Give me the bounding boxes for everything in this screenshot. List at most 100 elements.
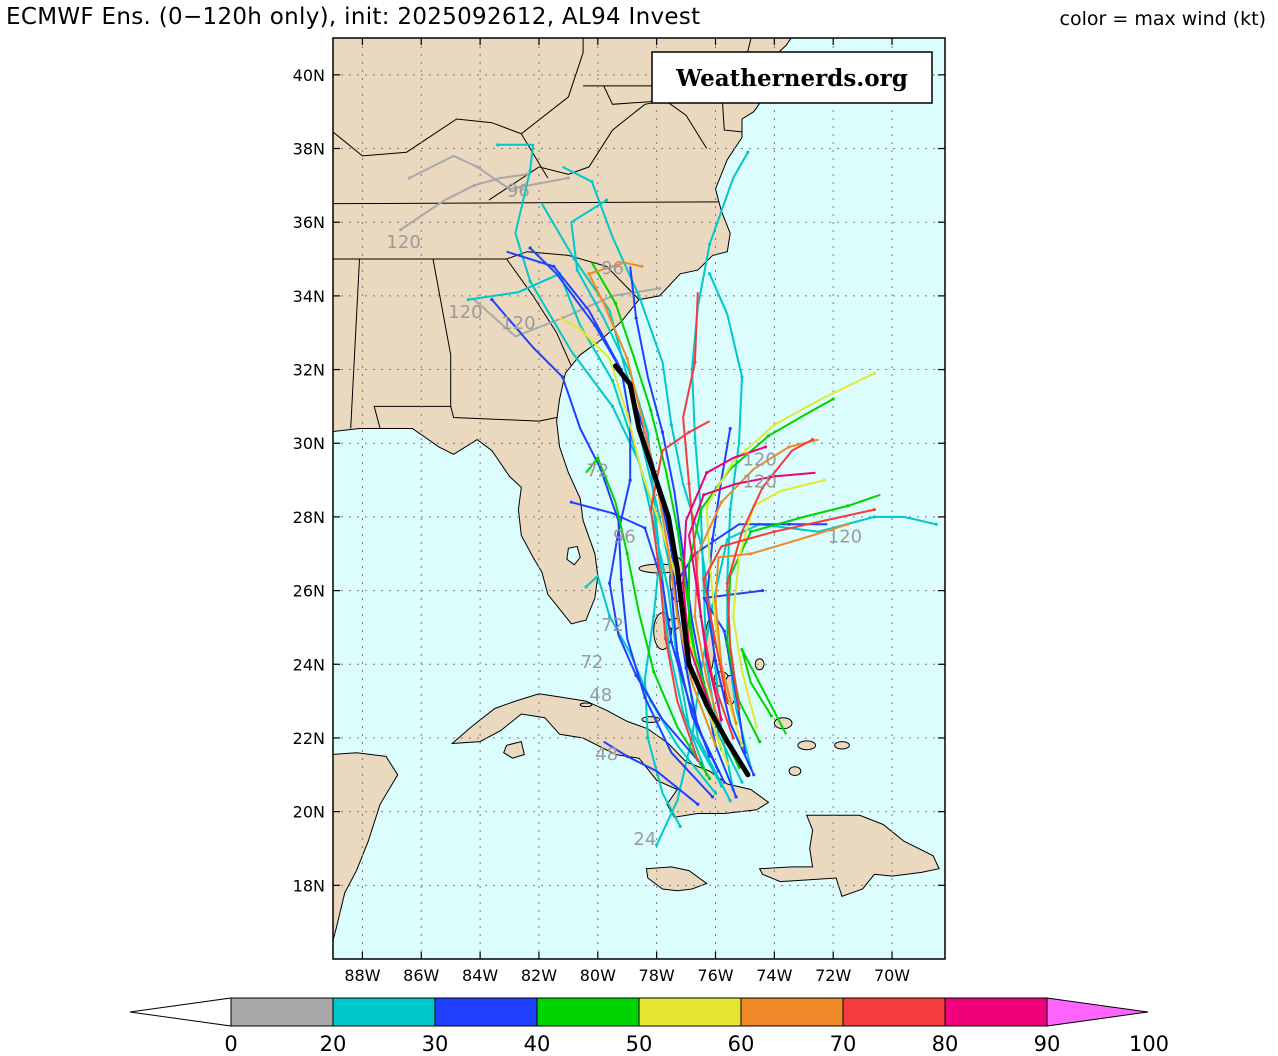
- track-point: [578, 327, 582, 331]
- island: [788, 766, 802, 777]
- track-point: [787, 445, 791, 449]
- island: [579, 702, 593, 708]
- forecast-hour-label: 96: [507, 180, 530, 201]
- colorbar-tick-label: 80: [932, 1032, 959, 1056]
- ensemble-track-34: [649, 420, 711, 761]
- forecast-hour-label: 48: [595, 744, 618, 765]
- colorbar-tick-label: 60: [728, 1032, 755, 1056]
- track-point: [713, 791, 718, 795]
- ensemble-track-31: [693, 438, 819, 742]
- forecast-hour-label: 96: [613, 527, 636, 548]
- state-border-line: [506, 258, 572, 367]
- track-point: [687, 482, 691, 486]
- track-point: [734, 795, 738, 799]
- track-point: [610, 404, 615, 408]
- track-point: [596, 456, 600, 460]
- lon-tick-label: 74W: [756, 966, 792, 985]
- state-border-line: [450, 406, 557, 422]
- hispaniola-landmass: [758, 814, 940, 898]
- island: [834, 741, 850, 750]
- track-point: [552, 264, 556, 269]
- map-axes: 18N 20N 22N 24N 26N 28N 30N 32N 34N 36N 38N 40N 88W 8…: [293, 38, 945, 985]
- track-point: [643, 526, 647, 530]
- track-point: [625, 754, 629, 758]
- track-point: [772, 423, 776, 427]
- track-point: [822, 478, 826, 482]
- track-point: [584, 585, 588, 589]
- track-point: [649, 507, 653, 512]
- ensemble-mean-track: [613, 363, 751, 778]
- lat-tick-label: 30N: [293, 434, 325, 453]
- forecast-hour-label: 120: [828, 527, 862, 548]
- ensemble-track-16: [506, 250, 702, 765]
- track-point: [846, 504, 850, 508]
- ensemble-track-35: [726, 438, 814, 709]
- track-point: [713, 622, 718, 626]
- track-point: [846, 522, 850, 526]
- track-point: [772, 474, 776, 478]
- track-point: [669, 423, 673, 427]
- track-point: [728, 426, 732, 431]
- track-point: [587, 272, 591, 276]
- track-point: [466, 297, 470, 302]
- lon-tick-label: 86W: [403, 966, 439, 985]
- track-point: [407, 176, 412, 180]
- track-point: [734, 721, 738, 725]
- track-point: [760, 589, 765, 593]
- ensemble-track-24: [585, 457, 711, 780]
- track-point: [746, 150, 750, 154]
- state-border-line: [350, 258, 360, 429]
- track-point: [725, 762, 729, 766]
- island: [754, 658, 765, 671]
- colorbar-segment: [638, 997, 742, 1027]
- track-point: [752, 773, 756, 777]
- track-point: [619, 577, 623, 582]
- state-border-line: [520, 38, 584, 135]
- forecast-hour-label: 120: [448, 302, 482, 323]
- lat-tick-label: 26N: [293, 582, 325, 601]
- ensemble-track-9: [585, 574, 717, 794]
- track-point: [657, 515, 662, 519]
- colorbar-tick-label: 30: [422, 1032, 449, 1056]
- track-point: [607, 614, 612, 618]
- track-point: [705, 504, 709, 508]
- colorbar-tick-label: 40: [524, 1032, 551, 1056]
- map-frame: [332, 37, 946, 960]
- track-point: [772, 530, 776, 534]
- colorbar-tick-label: 20: [320, 1032, 347, 1056]
- track-point: [643, 695, 647, 700]
- track-point: [575, 268, 579, 272]
- track-point: [660, 530, 665, 534]
- map-title: ECMWF Ens. (0−120h only), init: 20250926…: [6, 4, 701, 30]
- track-point: [713, 743, 718, 747]
- lat-lon-grid: [333, 38, 945, 959]
- track-point: [872, 515, 876, 519]
- track-point: [610, 379, 615, 383]
- track-point: [725, 699, 729, 703]
- track-point: [737, 765, 741, 770]
- state-borders: [333, 38, 752, 429]
- forecast-hour-label: 24: [633, 829, 656, 850]
- lat-tick-label: 40N: [293, 66, 325, 85]
- track-point: [687, 430, 691, 434]
- forecast-hour-label: 120: [742, 471, 776, 492]
- isle-of-youth-landmass: [503, 740, 525, 759]
- track-point: [728, 507, 732, 512]
- lon-tick-label: 70W: [874, 966, 910, 985]
- colorbar-segment: [740, 997, 844, 1027]
- track-point: [675, 651, 679, 655]
- colorbar-tick-label: 0: [224, 1032, 237, 1056]
- track-point: [731, 614, 735, 618]
- track-point: [740, 780, 744, 784]
- cuba-landmass: [450, 693, 770, 818]
- track-point: [713, 600, 718, 604]
- color-key-label: color = max wind (kt): [1059, 8, 1266, 30]
- track-point: [657, 286, 662, 291]
- track-point: [528, 279, 532, 283]
- track-point: [625, 552, 629, 556]
- track-point: [605, 198, 609, 202]
- colorbar-segment: [944, 997, 1048, 1027]
- lon-tick-label: 84W: [462, 966, 498, 985]
- ensemble-track-12: [562, 166, 735, 790]
